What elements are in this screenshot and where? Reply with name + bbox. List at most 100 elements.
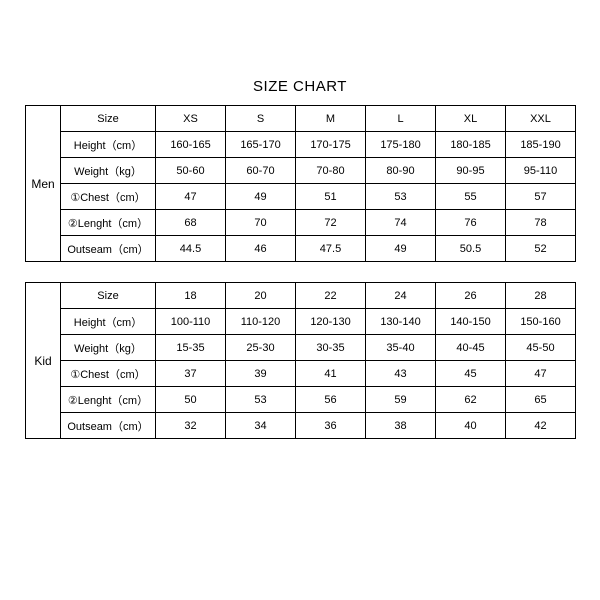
cell-value: 15-35 (156, 335, 226, 361)
cell-value: 72 (296, 210, 366, 236)
cell-value: 45-50 (506, 335, 576, 361)
row-label: Weight（kg） (61, 158, 156, 184)
cell-value: 62 (436, 387, 506, 413)
row-label: Size (61, 283, 156, 309)
table-row: ②Lenght（cm）687072747678 (26, 210, 576, 236)
row-label: ①Chest（cm） (61, 184, 156, 210)
cell-value: 165-170 (226, 132, 296, 158)
cell-value: 50.5 (436, 236, 506, 262)
cell-value: 51 (296, 184, 366, 210)
cell-value: 74 (366, 210, 436, 236)
cell-value: 52 (506, 236, 576, 262)
cell-value: 76 (436, 210, 506, 236)
row-label: Height（cm） (61, 309, 156, 335)
cell-value: 22 (296, 283, 366, 309)
cell-value: XXL (506, 106, 576, 132)
cell-value: 100-110 (156, 309, 226, 335)
cell-value: 30-35 (296, 335, 366, 361)
cell-value: 47 (506, 361, 576, 387)
cell-value: 47 (156, 184, 226, 210)
cell-value: 78 (506, 210, 576, 236)
cell-value: 160-165 (156, 132, 226, 158)
cell-value: 38 (366, 413, 436, 439)
cell-value: 18 (156, 283, 226, 309)
row-label: Weight（kg） (61, 335, 156, 361)
cell-value: 120-130 (296, 309, 366, 335)
row-label: Outseam（cm） (61, 413, 156, 439)
row-label: ②Lenght（cm） (61, 210, 156, 236)
size-chart-container: MenSizeXSSMLXLXXLHeight（cm）160-165165-17… (25, 105, 575, 439)
cell-value: 150-160 (506, 309, 576, 335)
cell-value: 41 (296, 361, 366, 387)
cell-value: 46 (226, 236, 296, 262)
cell-value: 47.5 (296, 236, 366, 262)
row-label: ①Chest（cm） (61, 361, 156, 387)
size-table-men: MenSizeXSSMLXLXXLHeight（cm）160-165165-17… (25, 105, 576, 262)
row-label: Outseam（cm） (61, 236, 156, 262)
cell-value: 53 (366, 184, 436, 210)
cell-value: XS (156, 106, 226, 132)
table-row: Height（cm）100-110110-120120-130130-14014… (26, 309, 576, 335)
cell-value: XL (436, 106, 506, 132)
cell-value: 185-190 (506, 132, 576, 158)
cell-value: 57 (506, 184, 576, 210)
cell-value: 44.5 (156, 236, 226, 262)
cell-value: 24 (366, 283, 436, 309)
cell-value: 34 (226, 413, 296, 439)
cell-value: 45 (436, 361, 506, 387)
cell-value: 37 (156, 361, 226, 387)
cell-value: 65 (506, 387, 576, 413)
cell-value: M (296, 106, 366, 132)
cell-value: 40 (436, 413, 506, 439)
table-row: Weight（kg）50-6060-7070-8080-9090-9595-11… (26, 158, 576, 184)
group-label: Kid (26, 283, 61, 439)
cell-value: 130-140 (366, 309, 436, 335)
cell-value: 60-70 (226, 158, 296, 184)
cell-value: 90-95 (436, 158, 506, 184)
cell-value: 49 (226, 184, 296, 210)
cell-value: 35-40 (366, 335, 436, 361)
table-row: Weight（kg）15-3525-3030-3535-4040-4545-50 (26, 335, 576, 361)
table-row: ①Chest（cm）474951535557 (26, 184, 576, 210)
cell-value: 36 (296, 413, 366, 439)
table-row: KidSize182022242628 (26, 283, 576, 309)
cell-value: 32 (156, 413, 226, 439)
cell-value: 53 (226, 387, 296, 413)
cell-value: 70 (226, 210, 296, 236)
cell-value: 59 (366, 387, 436, 413)
row-label: Height（cm） (61, 132, 156, 158)
cell-value: 55 (436, 184, 506, 210)
cell-value: 56 (296, 387, 366, 413)
row-label: ②Lenght（cm） (61, 387, 156, 413)
table-row: MenSizeXSSMLXLXXL (26, 106, 576, 132)
size-table-kid: KidSize182022242628Height（cm）100-110110-… (25, 282, 576, 439)
cell-value: 110-120 (226, 309, 296, 335)
cell-value: 42 (506, 413, 576, 439)
table-row: ②Lenght（cm）505356596265 (26, 387, 576, 413)
table-row: Height（cm）160-165165-170170-175175-18018… (26, 132, 576, 158)
cell-value: 28 (506, 283, 576, 309)
cell-value: 50 (156, 387, 226, 413)
table-row: Outseam（cm）44.54647.54950.552 (26, 236, 576, 262)
cell-value: 95-110 (506, 158, 576, 184)
cell-value: 50-60 (156, 158, 226, 184)
cell-value: 68 (156, 210, 226, 236)
cell-value: 20 (226, 283, 296, 309)
cell-value: 26 (436, 283, 506, 309)
table-row: ①Chest（cm）373941434547 (26, 361, 576, 387)
cell-value: 39 (226, 361, 296, 387)
chart-title: SIZE CHART (25, 78, 575, 95)
cell-value: 140-150 (436, 309, 506, 335)
cell-value: 25-30 (226, 335, 296, 361)
row-label: Size (61, 106, 156, 132)
section-spacer (25, 262, 575, 282)
cell-value: 80-90 (366, 158, 436, 184)
cell-value: 180-185 (436, 132, 506, 158)
cell-value: 70-80 (296, 158, 366, 184)
group-label: Men (26, 106, 61, 262)
table-row: Outseam（cm）323436384042 (26, 413, 576, 439)
cell-value: L (366, 106, 436, 132)
cell-value: 40-45 (436, 335, 506, 361)
cell-value: 170-175 (296, 132, 366, 158)
cell-value: S (226, 106, 296, 132)
